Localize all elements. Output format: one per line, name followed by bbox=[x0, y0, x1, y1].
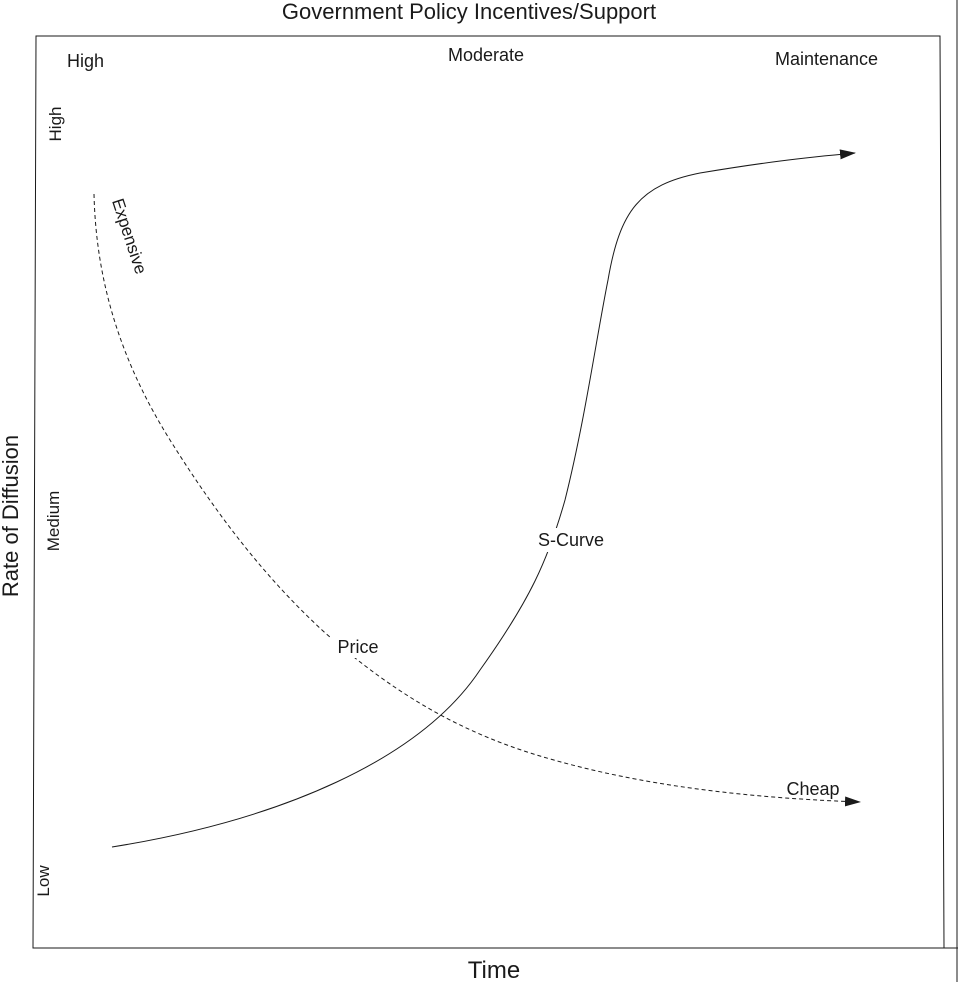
policy-level-high: High bbox=[67, 51, 104, 71]
price-end-label: Cheap bbox=[786, 779, 839, 799]
plot-frame bbox=[32, 35, 945, 949]
diagram-title: Government Policy Incentives/Support bbox=[282, 0, 656, 24]
y-level-low: Low bbox=[34, 865, 53, 897]
y-level-high: High bbox=[46, 107, 65, 142]
policy-level-moderate: Moderate bbox=[448, 45, 524, 65]
s-curve-label: S-Curve bbox=[538, 530, 604, 550]
s-curve bbox=[111, 149, 856, 848]
s-curve-label-backdrop bbox=[532, 528, 610, 552]
x-axis-label: Time bbox=[468, 957, 520, 982]
price-curve bbox=[93, 193, 861, 807]
policy-level-maintenance: Maintenance bbox=[775, 49, 878, 69]
y-level-medium: Medium bbox=[44, 491, 63, 551]
price-start-label: Expensive bbox=[108, 196, 150, 276]
y-axis-label: Rate of Diffusion bbox=[0, 435, 23, 597]
price-curve-label: Price bbox=[337, 637, 378, 657]
price-label-backdrop bbox=[331, 634, 383, 658]
